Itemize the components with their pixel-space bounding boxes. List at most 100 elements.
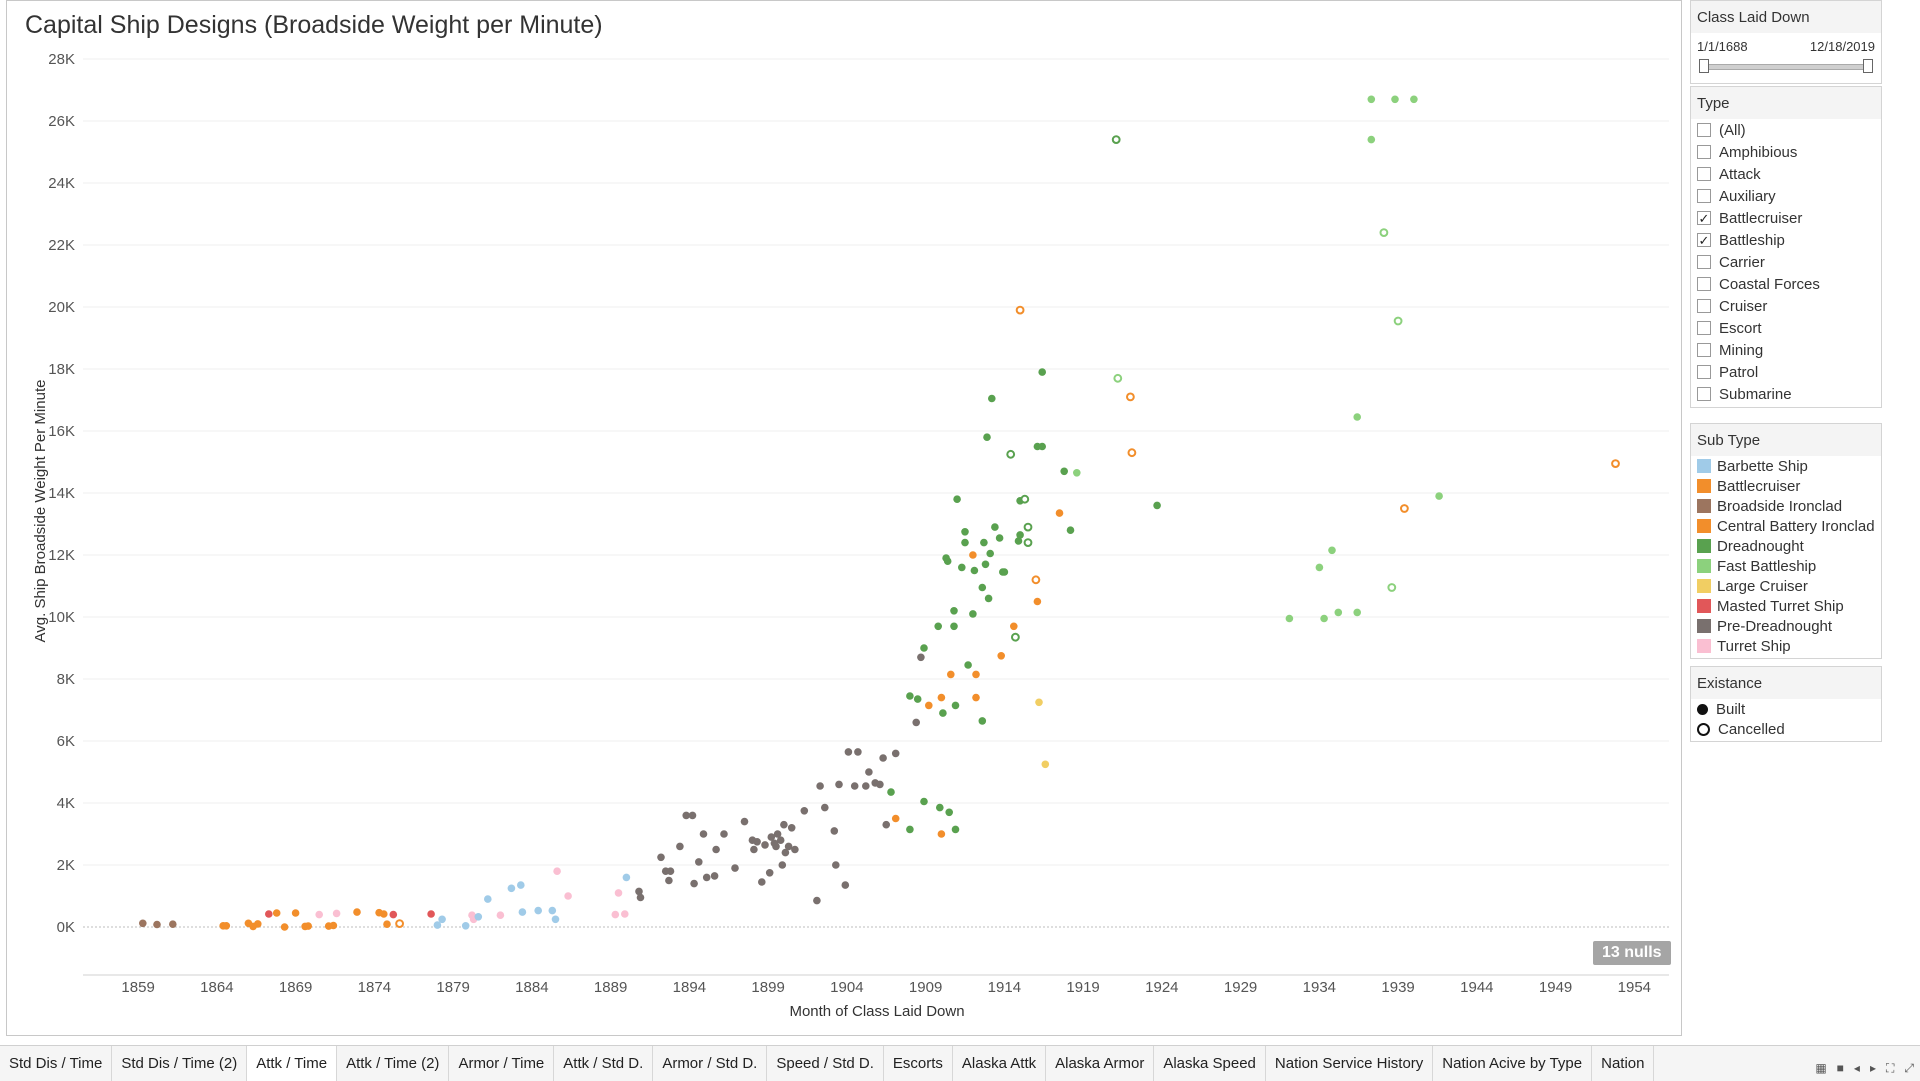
data-point-dreadnought-built[interactable] [984,594,993,603]
type-option-carrier[interactable]: Carrier [1691,251,1881,273]
data-point-pre-dreadnought-built[interactable] [832,861,840,869]
tab-nation-acive-by-type[interactable]: Nation Acive by Type [1433,1046,1593,1081]
data-point-pre-dreadnought-built[interactable] [772,842,780,851]
data-point-pre-dreadnought-built[interactable] [753,838,761,846]
data-point-fast-battleship-built[interactable] [1367,135,1376,144]
data-point-turret-ship-built[interactable] [496,911,505,919]
data-point-fast-battleship-built[interactable] [1410,95,1418,104]
data-point-dreadnought-built[interactable] [951,825,960,834]
legend-item-masted-turret-ship[interactable]: Masted Turret Ship [1691,596,1881,616]
data-point-dreadnought-built[interactable] [950,622,958,631]
data-point-pre-dreadnought-built[interactable] [879,754,887,762]
data-point-dreadnought-built[interactable] [961,528,969,536]
data-point-pre-dreadnought-built[interactable] [862,782,870,790]
tab-alaska-armor[interactable]: Alaska Armor [1046,1046,1155,1081]
data-point-pre-dreadnought-built[interactable] [712,845,720,854]
tab-alaska-speed[interactable]: Alaska Speed [1154,1046,1266,1081]
checkbox-checked-icon[interactable]: ✓ [1697,232,1711,248]
data-point-turret-ship-built[interactable] [614,889,623,897]
type-option-cruiser[interactable]: Cruiser [1691,295,1881,317]
tab-nation-service-history[interactable]: Nation Service History [1266,1046,1434,1081]
data-point-dreadnought-cancelled[interactable] [1006,449,1016,459]
data-point-battlecruiser-built[interactable] [969,551,977,559]
data-point-pre-dreadnought-built[interactable] [816,782,824,790]
tab-nation[interactable]: Nation [1592,1046,1655,1081]
legend-item-dreadnought[interactable]: Dreadnought [1691,536,1881,556]
data-point-broadside-ironclad-built[interactable] [139,919,147,928]
data-point-pre-dreadnought-built[interactable] [676,842,684,851]
thumbnail-view-icon[interactable]: ■ [1836,1061,1844,1075]
tab-std-dis-time-2[interactable]: Std Dis / Time (2) [112,1046,248,1081]
data-point-fast-battleship-built[interactable] [1334,608,1343,617]
data-point-pre-dreadnought-built[interactable] [740,817,749,826]
data-point-dreadnought-built[interactable] [995,534,1004,542]
checkbox-icon[interactable] [1697,343,1711,357]
legend-item-built[interactable]: Built [1691,699,1881,719]
data-point-pre-dreadnought-built[interactable] [835,780,843,789]
data-point-dreadnought-built[interactable] [887,788,895,796]
data-point-battlecruiser-cancelled[interactable] [395,919,405,928]
data-point-pre-dreadnought-built[interactable] [731,864,739,872]
data-point-fast-battleship-built[interactable] [1367,95,1376,104]
data-point-dreadnought-built[interactable] [1153,501,1161,510]
data-point-pre-dreadnought-built[interactable] [761,841,769,849]
data-point-fast-battleship-built[interactable] [1315,563,1324,572]
data-point-battlecruiser-built[interactable] [1010,622,1018,631]
type-option-all[interactable]: (All) [1691,119,1881,141]
data-point-battlecruiser-cancelled[interactable] [1126,392,1135,402]
data-point-dreadnought-built[interactable] [906,692,914,700]
checkbox-icon[interactable] [1697,365,1711,379]
data-point-dreadnought-built[interactable] [1066,526,1075,534]
data-point-dreadnought-built[interactable] [939,709,947,717]
data-point-central-battery-ironclad-built[interactable] [329,921,338,930]
data-point-turret-ship-built[interactable] [611,910,620,919]
data-point-barbette-ship-built[interactable] [517,881,525,889]
data-point-turret-ship-built[interactable] [332,909,341,918]
data-point-dreadnought-built[interactable] [978,717,987,725]
slider-min-handle[interactable] [1699,59,1709,73]
data-point-broadside-ironclad-built[interactable] [153,920,161,929]
data-point-fast-battleship-cancelled[interactable] [1393,316,1403,326]
data-point-pre-dreadnought-built[interactable] [765,869,774,877]
data-point-dreadnought-built[interactable] [980,538,988,547]
data-point-pre-dreadnought-built[interactable] [876,780,884,789]
data-point-masted-turret-ship-built[interactable] [427,910,435,918]
checkbox-icon[interactable] [1697,299,1711,313]
legend-item-broadside-ironclad[interactable]: Broadside Ironclad [1691,496,1881,516]
data-point-battlecruiser-built[interactable] [947,670,955,679]
data-point-battlecruiser-built[interactable] [891,814,900,823]
data-point-fast-battleship-built[interactable] [1353,413,1361,421]
data-point-barbette-ship-built[interactable] [622,873,631,882]
data-point-dreadnought-built[interactable] [945,808,953,817]
nulls-badge[interactable]: 13 nulls [1593,941,1671,965]
data-point-pre-dreadnought-built[interactable] [844,748,853,756]
tab-alaska-attk[interactable]: Alaska Attk [953,1046,1047,1081]
data-point-fast-battleship-built[interactable] [1320,614,1328,623]
checkbox-icon[interactable] [1697,167,1711,181]
checkbox-icon[interactable] [1697,189,1711,203]
data-point-central-battery-ironclad-built[interactable] [291,909,300,917]
data-point-barbette-ship-built[interactable] [507,884,516,893]
data-point-pre-dreadnought-built[interactable] [688,811,697,820]
data-point-pre-dreadnought-built[interactable] [813,896,821,905]
type-option-coastal-forces[interactable]: Coastal Forces [1691,273,1881,295]
data-point-dreadnought-built[interactable] [934,622,942,631]
scatter-plot[interactable]: 0K 2K 4K 6K 8K 10K 12K 14K 16K 18K 20K 22K 24K 26K 28K… [7,1,1681,1035]
data-point-pre-dreadnought-built[interactable] [784,842,793,851]
data-point-barbette-ship-built[interactable] [534,906,542,915]
data-point-broadside-ironclad-built[interactable] [169,920,177,928]
data-point-dreadnought-built[interactable] [920,797,928,806]
data-point-pre-dreadnought-built[interactable] [636,893,645,902]
data-point-battlecruiser-cancelled[interactable] [1400,504,1409,513]
data-point-pre-dreadnought-built[interactable] [750,845,758,854]
type-option-escort[interactable]: Escort [1691,317,1881,339]
data-point-pre-dreadnought-built[interactable] [773,830,782,838]
tab-attk-time[interactable]: Attk / Time [247,1046,338,1081]
data-point-pre-dreadnought-built[interactable] [821,803,829,812]
data-point-fast-battleship-built[interactable] [1073,469,1081,477]
data-point-pre-dreadnought-built[interactable] [695,858,703,866]
data-point-dreadnought-cancelled[interactable] [1011,632,1020,642]
data-point-pre-dreadnought-built[interactable] [710,872,719,880]
type-option-patrol[interactable]: Patrol [1691,361,1881,383]
data-point-battlecruiser-built[interactable] [972,670,980,679]
